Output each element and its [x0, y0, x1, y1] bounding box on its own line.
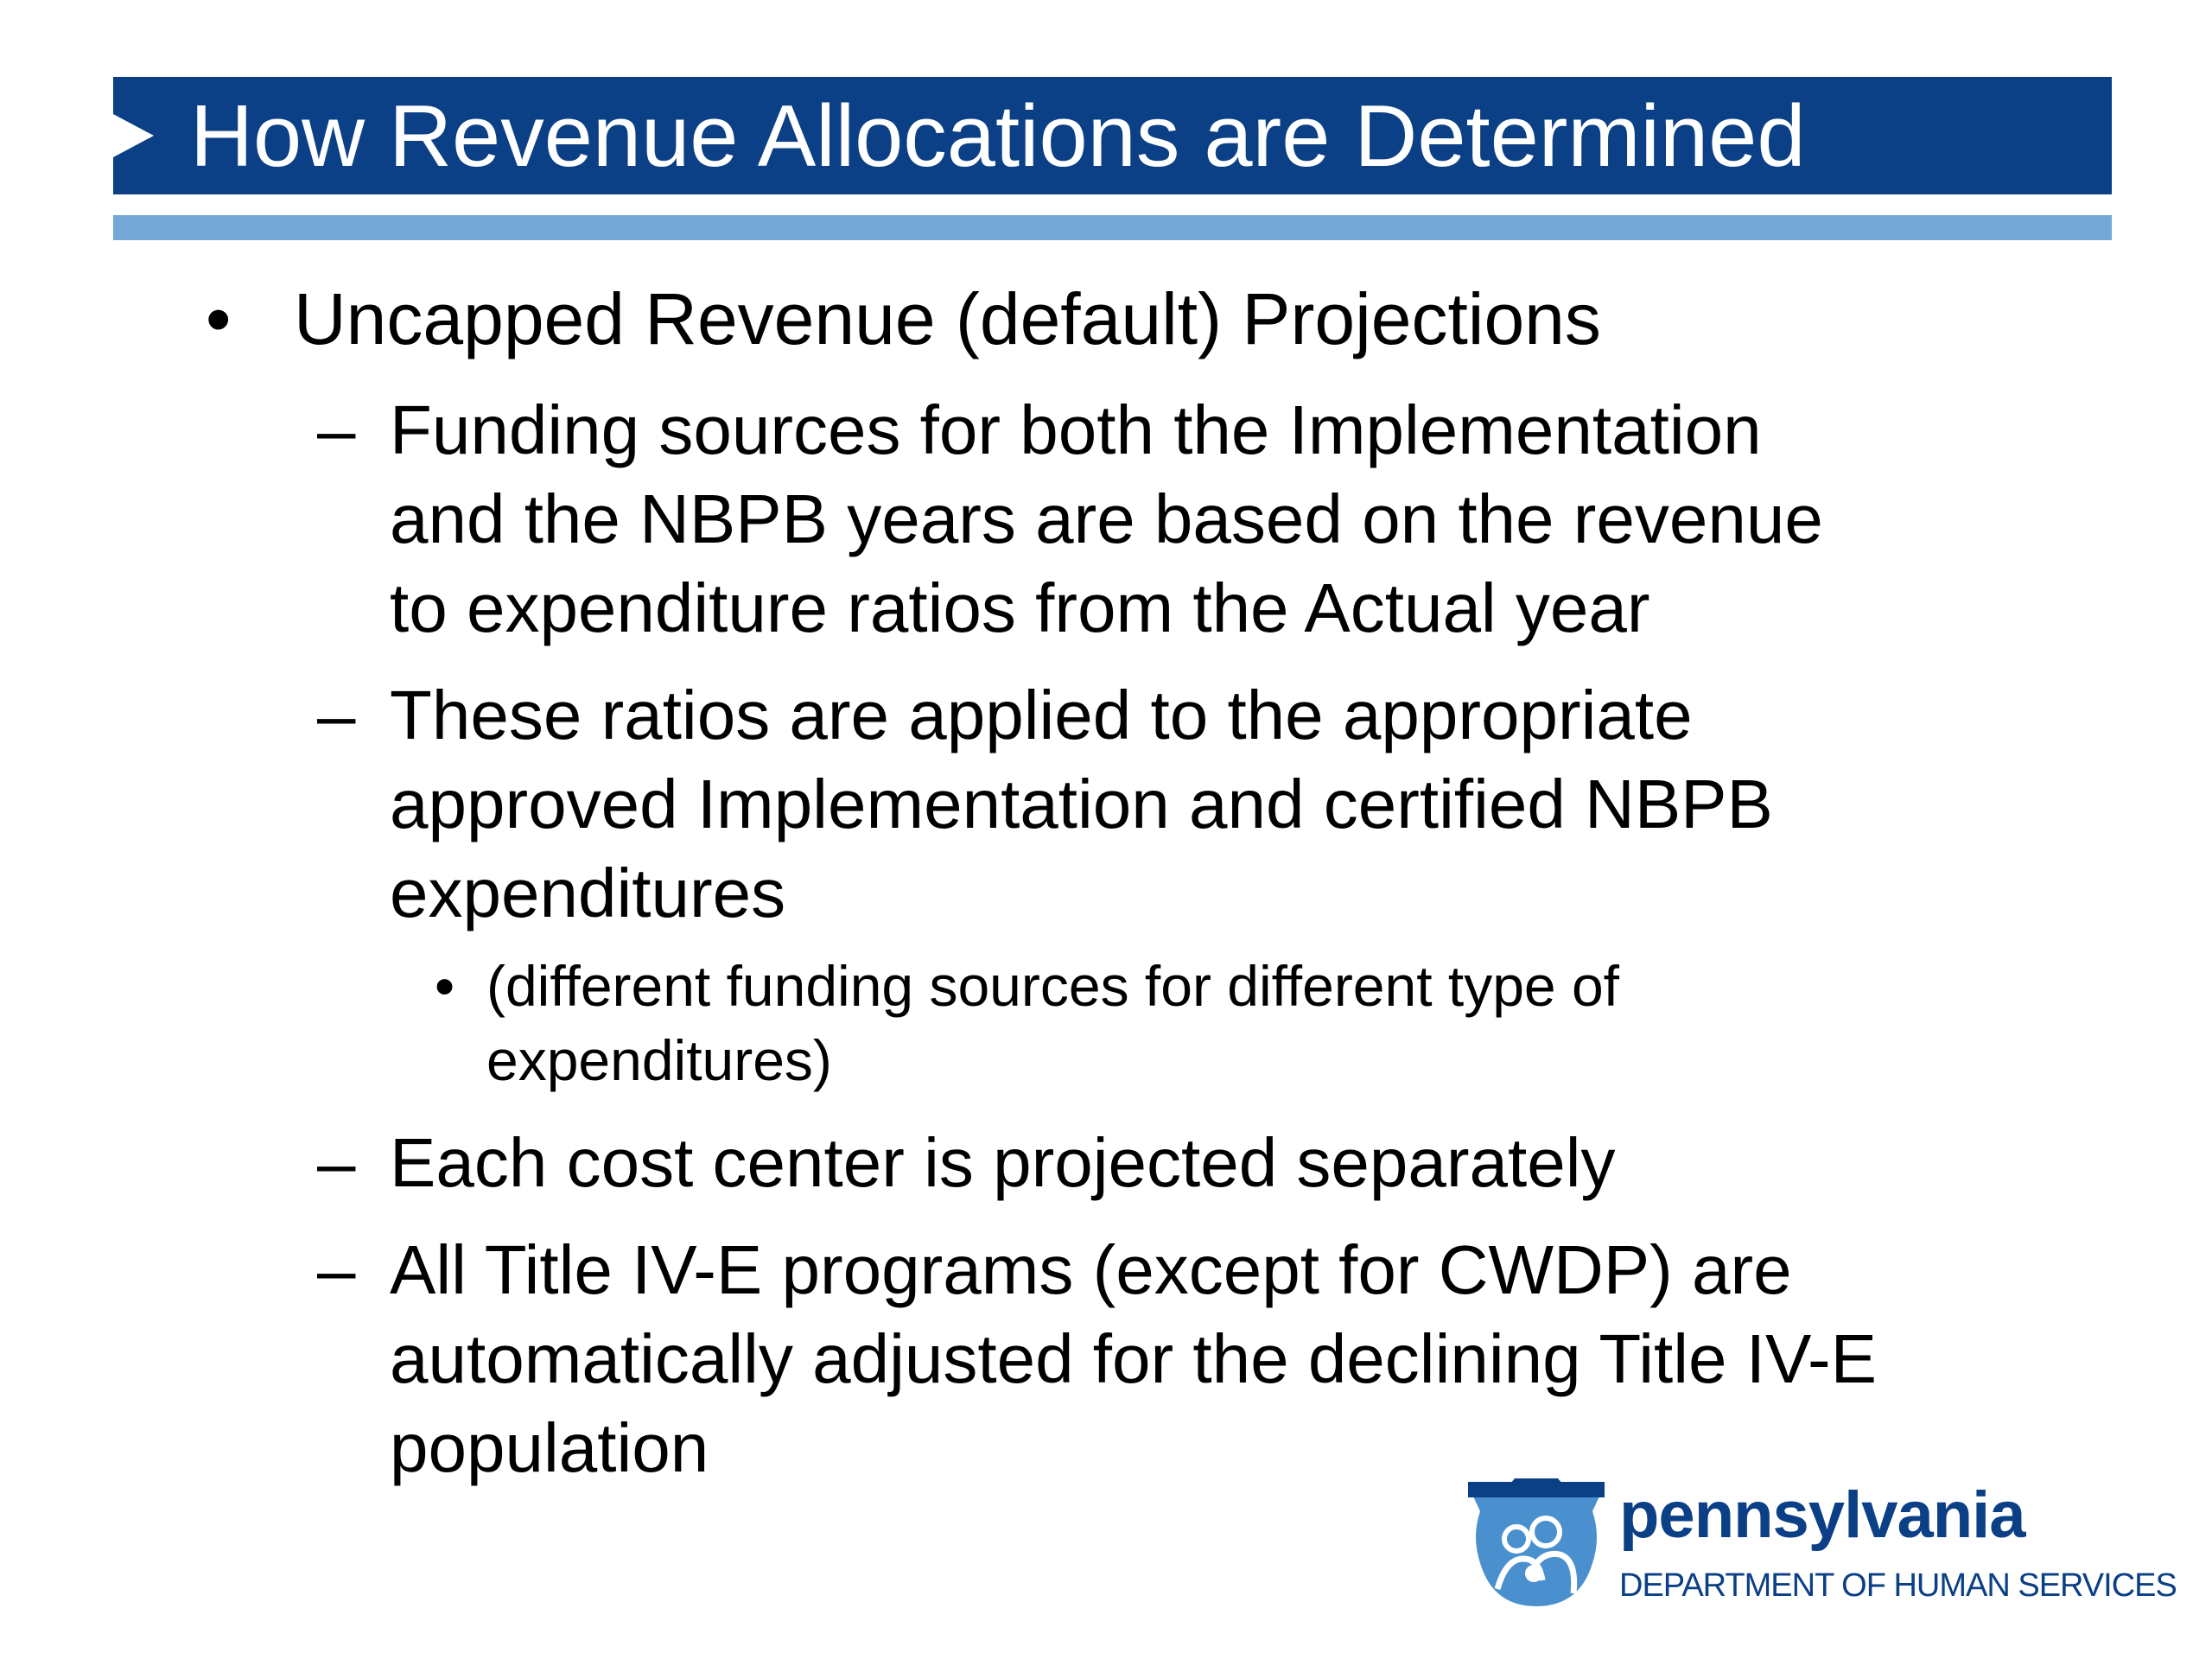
bullet-marker: •	[206, 278, 232, 359]
title-underline	[113, 215, 2112, 240]
slide-title: How Revenue Allocations are Determined	[190, 88, 1806, 185]
sub-bullet-text: approved Implementation and certified NB…	[390, 766, 1773, 842]
sub-bullet-text: These ratios are applied to the appropri…	[390, 677, 1693, 753]
sub-bullet-text: to expenditure ratios from the Actual ye…	[390, 569, 1650, 646]
sub-bullet-text: Funding sources for both the Implementat…	[390, 391, 1762, 468]
sub-bullet-marker: •	[435, 954, 455, 1018]
logo-department: DEPARTMENT OF HUMAN SERVICES	[1619, 1567, 2177, 1604]
title-bar: How Revenue Allocations are Determined	[113, 77, 2112, 194]
sub-sub-bullet-text: (different funding sources for different…	[486, 954, 1620, 1018]
title-arrow-icon	[113, 114, 154, 157]
sub-bullet-text: automatically adjusted for the declining…	[390, 1320, 1877, 1397]
keystone-family-icon	[1468, 1478, 1605, 1606]
sub-sub-bullet-text: expenditures)	[486, 1028, 832, 1092]
dash-marker: –	[317, 1124, 356, 1201]
sub-bullet-text: expenditures	[390, 855, 786, 931]
dash-marker: –	[317, 1231, 356, 1308]
logo-wordmark: pennsylvania	[1619, 1478, 2026, 1552]
sub-bullet-text: Each cost center is projected separately	[390, 1124, 1616, 1201]
dash-marker: –	[317, 677, 356, 753]
dash-marker: –	[317, 391, 356, 468]
sub-bullet-text: All Title IV-E programs (except for CWDP…	[390, 1231, 1792, 1308]
pa-dhs-logo: pennsylvania DEPARTMENT OF HUMAN SERVICE…	[1463, 1477, 2177, 1615]
sub-bullet-text: population	[390, 1409, 709, 1486]
bullet-text: Uncapped Revenue (default) Projections	[294, 278, 1601, 359]
sub-bullet-text: and the NBPB years are based on the reve…	[390, 480, 1823, 557]
